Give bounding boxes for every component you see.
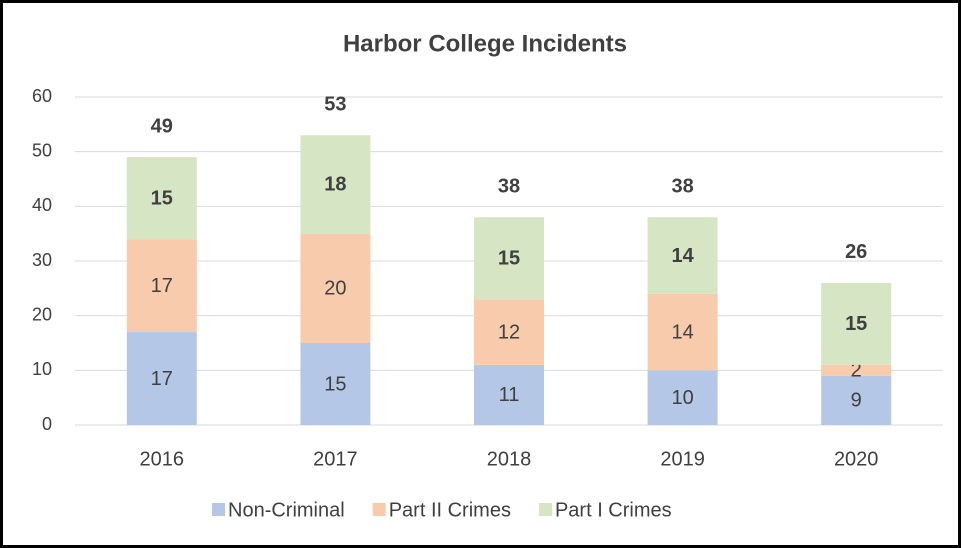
legend-swatch bbox=[538, 503, 552, 516]
chart-title: Harbor College Incidents bbox=[343, 30, 627, 57]
bar-segment bbox=[474, 217, 544, 300]
total-label: 49 bbox=[151, 115, 173, 137]
bar-segment bbox=[300, 135, 371, 234]
bar-segment bbox=[821, 282, 892, 365]
bar-segment bbox=[126, 239, 197, 333]
data-label: 14 bbox=[671, 245, 694, 267]
data-label: 15 bbox=[324, 373, 346, 395]
x-tick-label: 2018 bbox=[487, 448, 532, 470]
bar-segment bbox=[126, 332, 197, 425]
bar-segment bbox=[821, 364, 892, 376]
total-label: 26 bbox=[845, 241, 867, 263]
data-label: 12 bbox=[498, 321, 520, 343]
y-tick-label: 10 bbox=[32, 359, 52, 379]
bar-segment bbox=[126, 157, 197, 240]
x-tick-label: 2020 bbox=[834, 448, 879, 470]
data-label: 2 bbox=[851, 360, 862, 382]
data-label: 10 bbox=[671, 387, 693, 409]
total-label: 53 bbox=[324, 94, 346, 116]
legend-swatch bbox=[372, 503, 386, 516]
total-label: 38 bbox=[498, 176, 520, 198]
bar-segment bbox=[474, 299, 544, 365]
data-label: 17 bbox=[151, 368, 173, 390]
y-tick-label: 30 bbox=[32, 250, 52, 270]
y-tick-label: 40 bbox=[32, 195, 52, 215]
y-tick-label: 0 bbox=[42, 414, 52, 434]
x-tick-label: 2017 bbox=[313, 448, 358, 470]
bar-segment bbox=[647, 217, 718, 294]
bar-segment bbox=[300, 233, 371, 343]
legend-label: Part I Crimes bbox=[555, 499, 672, 521]
bar-segment bbox=[647, 293, 718, 371]
legend-swatch bbox=[212, 503, 225, 516]
legend-label: Non-Criminal bbox=[228, 499, 345, 521]
data-label: 9 bbox=[851, 390, 862, 412]
data-label: 14 bbox=[671, 321, 693, 343]
data-label: 15 bbox=[151, 187, 173, 209]
legend-label: Part II Crimes bbox=[389, 499, 511, 521]
data-label: 11 bbox=[499, 384, 520, 406]
bar-segment bbox=[300, 343, 371, 425]
data-label: 15 bbox=[845, 313, 867, 335]
bar-segment bbox=[647, 370, 718, 425]
total-label: 38 bbox=[671, 176, 693, 198]
data-label: 15 bbox=[498, 248, 520, 270]
data-label: 17 bbox=[151, 275, 173, 297]
x-tick-label: 2016 bbox=[140, 448, 185, 470]
y-tick-label: 20 bbox=[32, 304, 52, 324]
x-tick-label: 2019 bbox=[660, 448, 705, 470]
y-tick-label: 60 bbox=[32, 86, 52, 106]
bar-segment bbox=[821, 375, 892, 425]
bar-segment bbox=[474, 364, 544, 425]
y-tick-label: 50 bbox=[32, 140, 52, 160]
data-label: 18 bbox=[324, 174, 346, 196]
data-label: 20 bbox=[324, 278, 346, 300]
